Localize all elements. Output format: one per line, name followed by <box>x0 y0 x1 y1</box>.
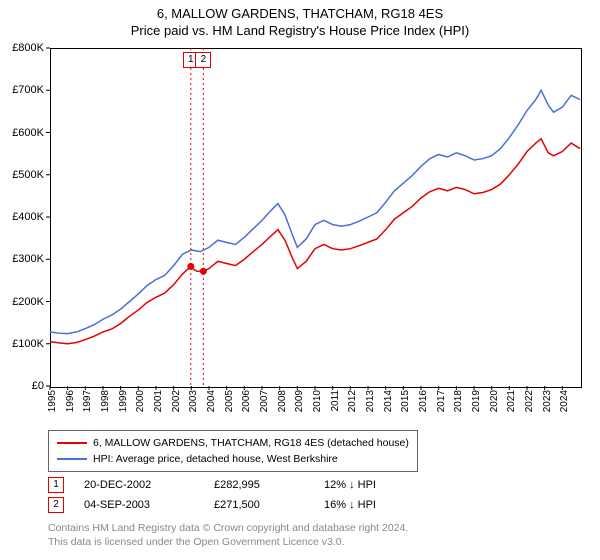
sales-row-marker: 2 <box>48 497 64 513</box>
sales-table: 1 20-DEC-2002£282,99512% ↓ HPI 2 04-SEP-200… <box>48 475 434 515</box>
sales-row-date: 04-SEP-2003 <box>84 499 214 511</box>
sales-row-hpi: 16% ↓ HPI <box>324 499 434 511</box>
sales-row-hpi: 12% ↓ HPI <box>324 479 434 491</box>
sales-row-marker: 1 <box>48 477 64 493</box>
sales-row: 1 20-DEC-2002£282,99512% ↓ HPI <box>48 475 434 495</box>
chart-legend: 6, MALLOW GARDENS, THATCHAM, RG18 4ES (d… <box>48 430 418 472</box>
legend-label-series2: HPI: Average price, detached house, West… <box>93 451 338 467</box>
sales-row: 2 04-SEP-2003£271,50016% ↓ HPI <box>48 495 434 515</box>
attribution-footer: Contains HM Land Registry data © Crown c… <box>48 522 408 549</box>
legend-swatch-series2 <box>57 458 87 460</box>
sales-row-date: 20-DEC-2002 <box>84 479 214 491</box>
legend-label-series1: 6, MALLOW GARDENS, THATCHAM, RG18 4ES (d… <box>93 435 409 451</box>
legend-swatch-series1 <box>57 442 87 444</box>
sales-row-price: £282,995 <box>214 479 324 491</box>
sales-row-price: £271,500 <box>214 499 324 511</box>
sale-marker-2: 2 <box>195 52 211 68</box>
